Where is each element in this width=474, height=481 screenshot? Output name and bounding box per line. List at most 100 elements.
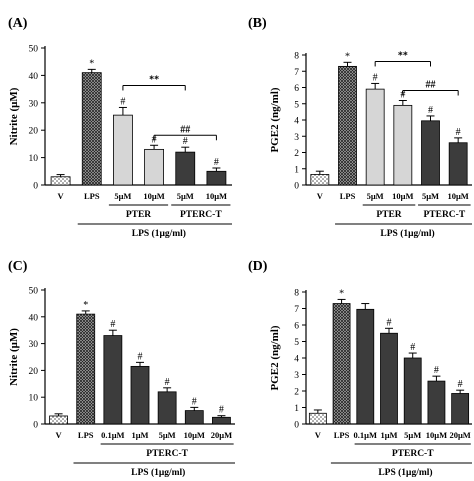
chart-panel-c: (C) 0 10 20 30 40 50 Nitrite (μM) V * LPS #0.1μM #1μ… bbox=[8, 259, 235, 478]
significance-mark: # bbox=[456, 127, 461, 138]
bar bbox=[81, 72, 102, 186]
y-tick-label: 5 bbox=[294, 338, 299, 348]
group-label: PTERC-T bbox=[180, 210, 222, 220]
significance-mark: # bbox=[138, 351, 143, 362]
y-tick-label: 4 bbox=[294, 117, 299, 127]
y-tick-label: 0 bbox=[294, 182, 299, 192]
significance-mark: # bbox=[387, 317, 392, 328]
x-tick-label: 0.1μM bbox=[354, 430, 377, 440]
x-tick-label: 5μM bbox=[177, 191, 194, 201]
bar bbox=[144, 148, 164, 186]
y-tick-label: 0 bbox=[294, 421, 299, 431]
bar bbox=[356, 308, 375, 425]
treatment-label: LPS (1μg/ml) bbox=[131, 467, 185, 478]
bar bbox=[175, 151, 196, 186]
x-tick-label: 5μM bbox=[404, 430, 421, 440]
x-tick-label: 20μM bbox=[449, 430, 470, 440]
panel-label: (D) bbox=[248, 259, 268, 274]
panel-label: (C) bbox=[8, 259, 28, 274]
chart-panel-a: (A) 0 10 20 30 40 50 Nitrite (μM) V * LPS #5μM #10μM… bbox=[8, 16, 232, 239]
significance-mark: # bbox=[373, 72, 378, 83]
bar bbox=[76, 313, 96, 425]
bar bbox=[427, 380, 446, 425]
significance-mark: # bbox=[428, 105, 433, 116]
y-tick-label: 5 bbox=[294, 100, 299, 110]
x-tick-label: 10μM bbox=[184, 430, 205, 440]
bar bbox=[103, 335, 123, 425]
significance-mark: # bbox=[214, 157, 219, 168]
group-label: PTER bbox=[376, 210, 401, 220]
y-tick-label: 20 bbox=[29, 367, 39, 377]
x-tick-label: V bbox=[56, 430, 63, 440]
bar bbox=[130, 365, 150, 425]
y-axis-title: PGE2 (ng/ml) bbox=[269, 87, 281, 152]
x-tick-label: 5μM bbox=[114, 191, 131, 201]
chart-panel-b: (B) 0 1 2 3 4 5 6 7 8 PGE2 (ng/ml) V * LPS #5μM #10μM #5… bbox=[248, 16, 472, 239]
bar bbox=[393, 104, 413, 186]
y-axis-title: Nitrite (μM) bbox=[8, 87, 20, 145]
comparison-label: ** bbox=[149, 74, 159, 85]
x-tick-label: LPS bbox=[84, 191, 100, 201]
y-tick-label: 7 bbox=[294, 68, 299, 78]
x-tick-label: V bbox=[317, 191, 324, 201]
bar bbox=[206, 170, 227, 186]
bar bbox=[49, 415, 68, 425]
y-tick-label: 1 bbox=[294, 404, 299, 414]
significance-mark: * bbox=[83, 300, 88, 311]
bar bbox=[308, 412, 327, 425]
group-label: PTERC-T bbox=[423, 210, 465, 220]
y-tick-label: 10 bbox=[29, 154, 39, 164]
y-tick-label: 40 bbox=[29, 72, 39, 82]
significance-mark: # bbox=[183, 136, 188, 147]
y-tick-label: 6 bbox=[294, 84, 299, 94]
group-label: PTERC-T bbox=[392, 449, 434, 459]
x-tick-label: 10μM bbox=[143, 191, 164, 201]
panel-label: (B) bbox=[248, 16, 267, 31]
comparison-label: ## bbox=[426, 80, 436, 91]
y-tick-label: 3 bbox=[294, 371, 299, 381]
bar bbox=[113, 114, 133, 186]
y-tick-label: 2 bbox=[294, 149, 299, 159]
treatment-label: LPS (1μg/ml) bbox=[378, 467, 432, 478]
comparison-label: ## bbox=[180, 124, 190, 135]
x-tick-label: V bbox=[315, 430, 322, 440]
x-tick-label: 1μM bbox=[380, 430, 397, 440]
bar bbox=[421, 120, 440, 186]
chart-panel-d: (D) 0 1 2 3 4 5 6 7 8 PGE2 (ng/ml) V * LPS 0.1μM #1μM #5… bbox=[248, 259, 472, 478]
y-tick-label: 4 bbox=[294, 355, 299, 365]
bar bbox=[184, 410, 204, 425]
significance-mark: * bbox=[345, 51, 350, 62]
bar bbox=[448, 142, 468, 186]
y-tick-label: 40 bbox=[29, 313, 39, 323]
bar bbox=[338, 65, 357, 186]
comparison-label: ** bbox=[398, 50, 408, 61]
y-axis-title: PGE2 (ng/ml) bbox=[269, 325, 281, 390]
y-tick-label: 1 bbox=[294, 165, 299, 175]
y-axis-title: Nitrite (μM) bbox=[8, 328, 20, 386]
y-tick-label: 6 bbox=[294, 322, 299, 332]
group-label: PTERC-T bbox=[146, 449, 188, 459]
significance-mark: # bbox=[219, 405, 224, 416]
y-tick-label: 30 bbox=[29, 99, 39, 109]
bar bbox=[332, 303, 351, 425]
y-tick-label: 20 bbox=[29, 127, 39, 137]
x-tick-label: 10μM bbox=[392, 191, 413, 201]
y-tick-label: 30 bbox=[29, 340, 39, 350]
significance-mark: # bbox=[410, 342, 415, 353]
x-tick-label: 5μM bbox=[367, 191, 384, 201]
y-tick-label: 50 bbox=[29, 45, 39, 55]
y-tick-label: 10 bbox=[29, 394, 39, 404]
significance-mark: # bbox=[120, 96, 125, 107]
bar bbox=[212, 416, 231, 425]
y-tick-label: 8 bbox=[294, 52, 299, 62]
significance-mark: # bbox=[192, 396, 197, 407]
significance-mark: # bbox=[458, 379, 463, 390]
bar bbox=[380, 332, 398, 425]
x-tick-label: 20μM bbox=[211, 430, 232, 440]
y-tick-label: 3 bbox=[294, 133, 299, 143]
x-tick-label: LPS bbox=[78, 430, 94, 440]
significance-mark: # bbox=[110, 319, 115, 330]
group-label: PTER bbox=[126, 210, 151, 220]
y-tick-label: 0 bbox=[33, 182, 38, 192]
